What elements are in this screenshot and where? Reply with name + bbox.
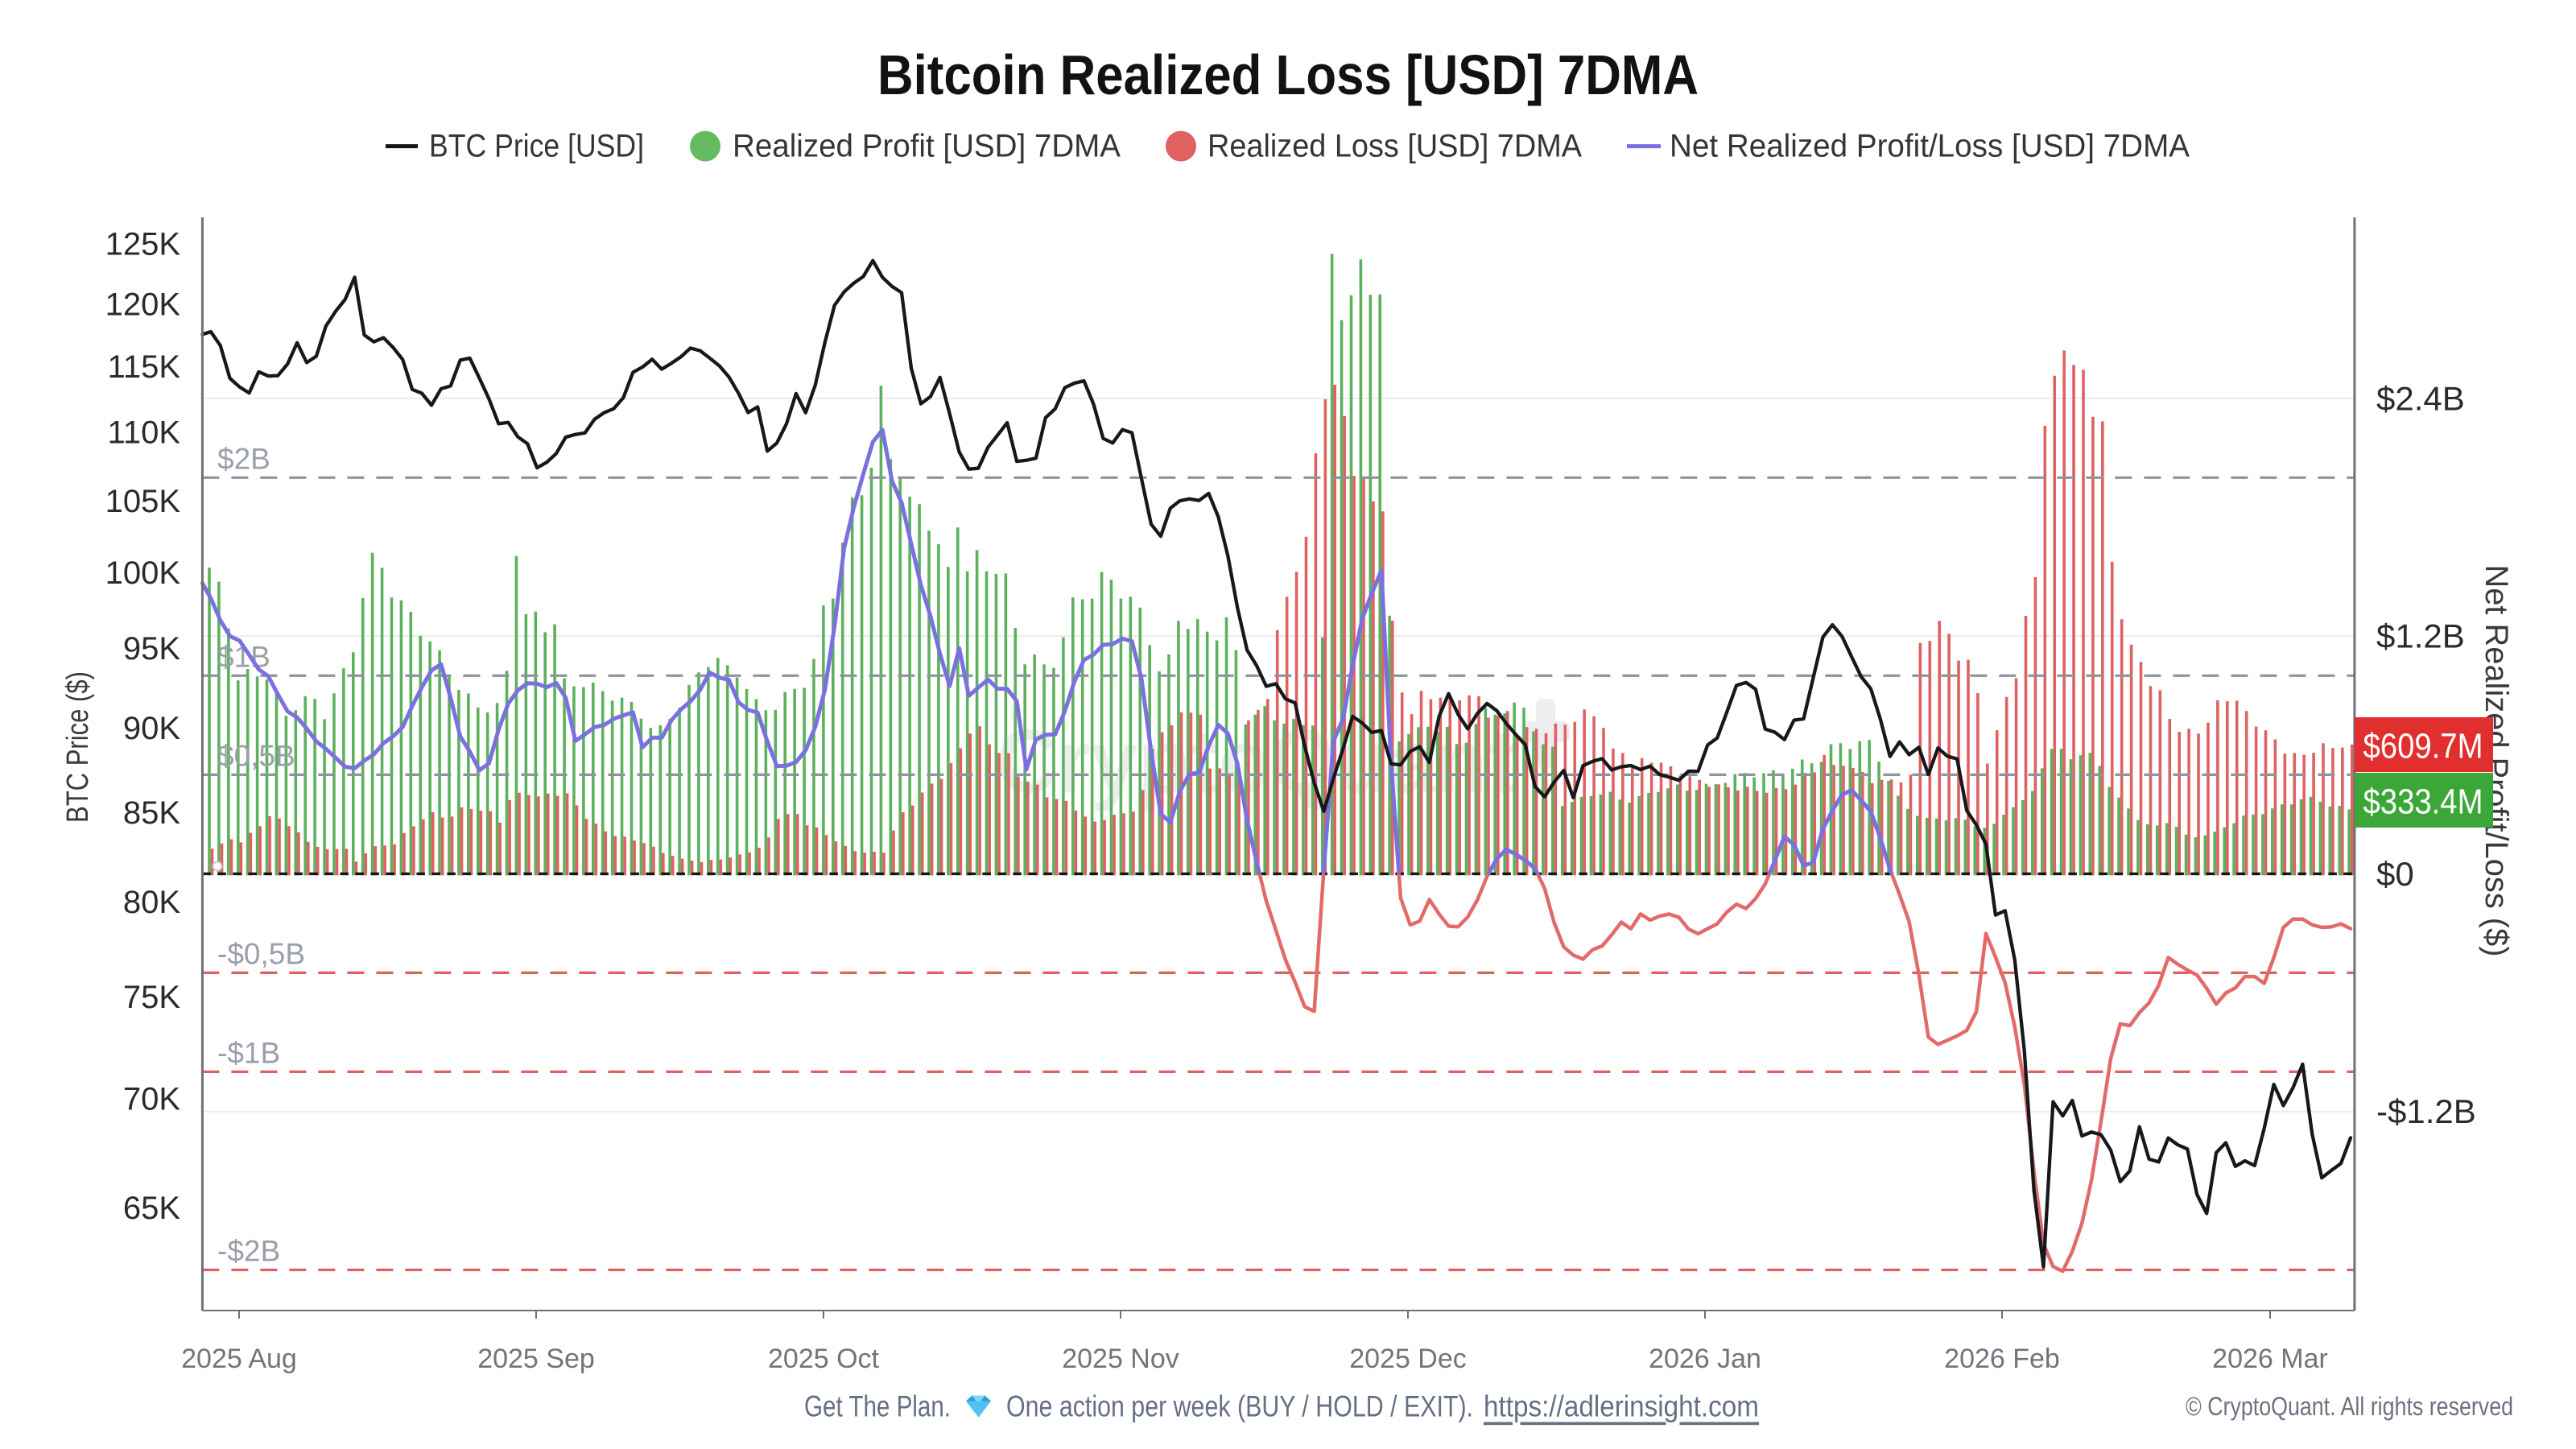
svg-text:70K: 70K bbox=[123, 1081, 180, 1117]
svg-text:80K: 80K bbox=[123, 885, 180, 920]
svg-text:$609.7M: $609.7M bbox=[2363, 727, 2483, 766]
svg-text:115K: 115K bbox=[108, 349, 181, 385]
svg-text:85K: 85K bbox=[123, 795, 180, 831]
svg-text:$0,5B: $0,5B bbox=[217, 739, 295, 772]
svg-text:105K: 105K bbox=[105, 484, 181, 519]
svg-text:https://adlerinsight.com: https://adlerinsight.com bbox=[1484, 1390, 1759, 1423]
svg-text:Realized Profit [USD] 7DMA: Realized Profit [USD] 7DMA bbox=[733, 129, 1121, 164]
svg-text:BTC Price [USD]: BTC Price [USD] bbox=[429, 129, 644, 164]
svg-text:Get The Plan.: Get The Plan. bbox=[804, 1390, 951, 1423]
svg-text:-$1B: -$1B bbox=[217, 1036, 280, 1069]
svg-text:-$1.2B: -$1.2B bbox=[2376, 1092, 2476, 1130]
svg-text:2025 Nov: 2025 Nov bbox=[1062, 1344, 1179, 1374]
svg-text:2025 Dec: 2025 Dec bbox=[1349, 1344, 1467, 1374]
svg-text:120K: 120K bbox=[105, 287, 181, 322]
svg-text:$333.4M: $333.4M bbox=[2363, 782, 2483, 822]
svg-text:$0: $0 bbox=[2376, 855, 2414, 893]
svg-text:110K: 110K bbox=[108, 415, 181, 451]
svg-text:Realized Loss [USD] 7DMA: Realized Loss [USD] 7DMA bbox=[1208, 129, 1582, 164]
svg-text:$2.4B: $2.4B bbox=[2376, 379, 2465, 417]
svg-text:Net Realized Profit/Loss [USD]: Net Realized Profit/Loss [USD] 7DMA bbox=[1670, 129, 2190, 164]
svg-text:-$0,5B: -$0,5B bbox=[217, 937, 305, 970]
svg-text:One action per week (BUY / HOL: One action per week (BUY / HOLD / EXIT). bbox=[1006, 1390, 1473, 1423]
svg-text:100K: 100K bbox=[105, 555, 181, 591]
svg-text:© CryptoQuant. All rights rese: © CryptoQuant. All rights reserved bbox=[2186, 1392, 2513, 1421]
svg-text:2026 Feb: 2026 Feb bbox=[1944, 1344, 2060, 1374]
svg-text:2026 Mar: 2026 Mar bbox=[2212, 1344, 2328, 1374]
svg-text:2025 Aug: 2025 Aug bbox=[181, 1344, 297, 1374]
svg-text:2025 Sep: 2025 Sep bbox=[477, 1344, 595, 1374]
svg-text:2025 Oct: 2025 Oct bbox=[768, 1344, 880, 1374]
svg-text:75K: 75K bbox=[123, 980, 180, 1015]
svg-text:65K: 65K bbox=[123, 1191, 180, 1226]
svg-text:$1.2B: $1.2B bbox=[2376, 617, 2465, 655]
svg-text:2026 Jan: 2026 Jan bbox=[1649, 1344, 1761, 1374]
svg-text:Bitcoin Realized Loss [USD] 7D: Bitcoin Realized Loss [USD] 7DMA bbox=[877, 43, 1699, 106]
svg-text:90K: 90K bbox=[123, 711, 180, 746]
svg-text:95K: 95K bbox=[123, 631, 180, 667]
svg-text:125K: 125K bbox=[105, 227, 181, 262]
svg-text:BTC Price ($): BTC Price ($) bbox=[61, 671, 95, 823]
svg-text:-$2B: -$2B bbox=[217, 1235, 280, 1268]
svg-text:$2B: $2B bbox=[217, 442, 270, 475]
